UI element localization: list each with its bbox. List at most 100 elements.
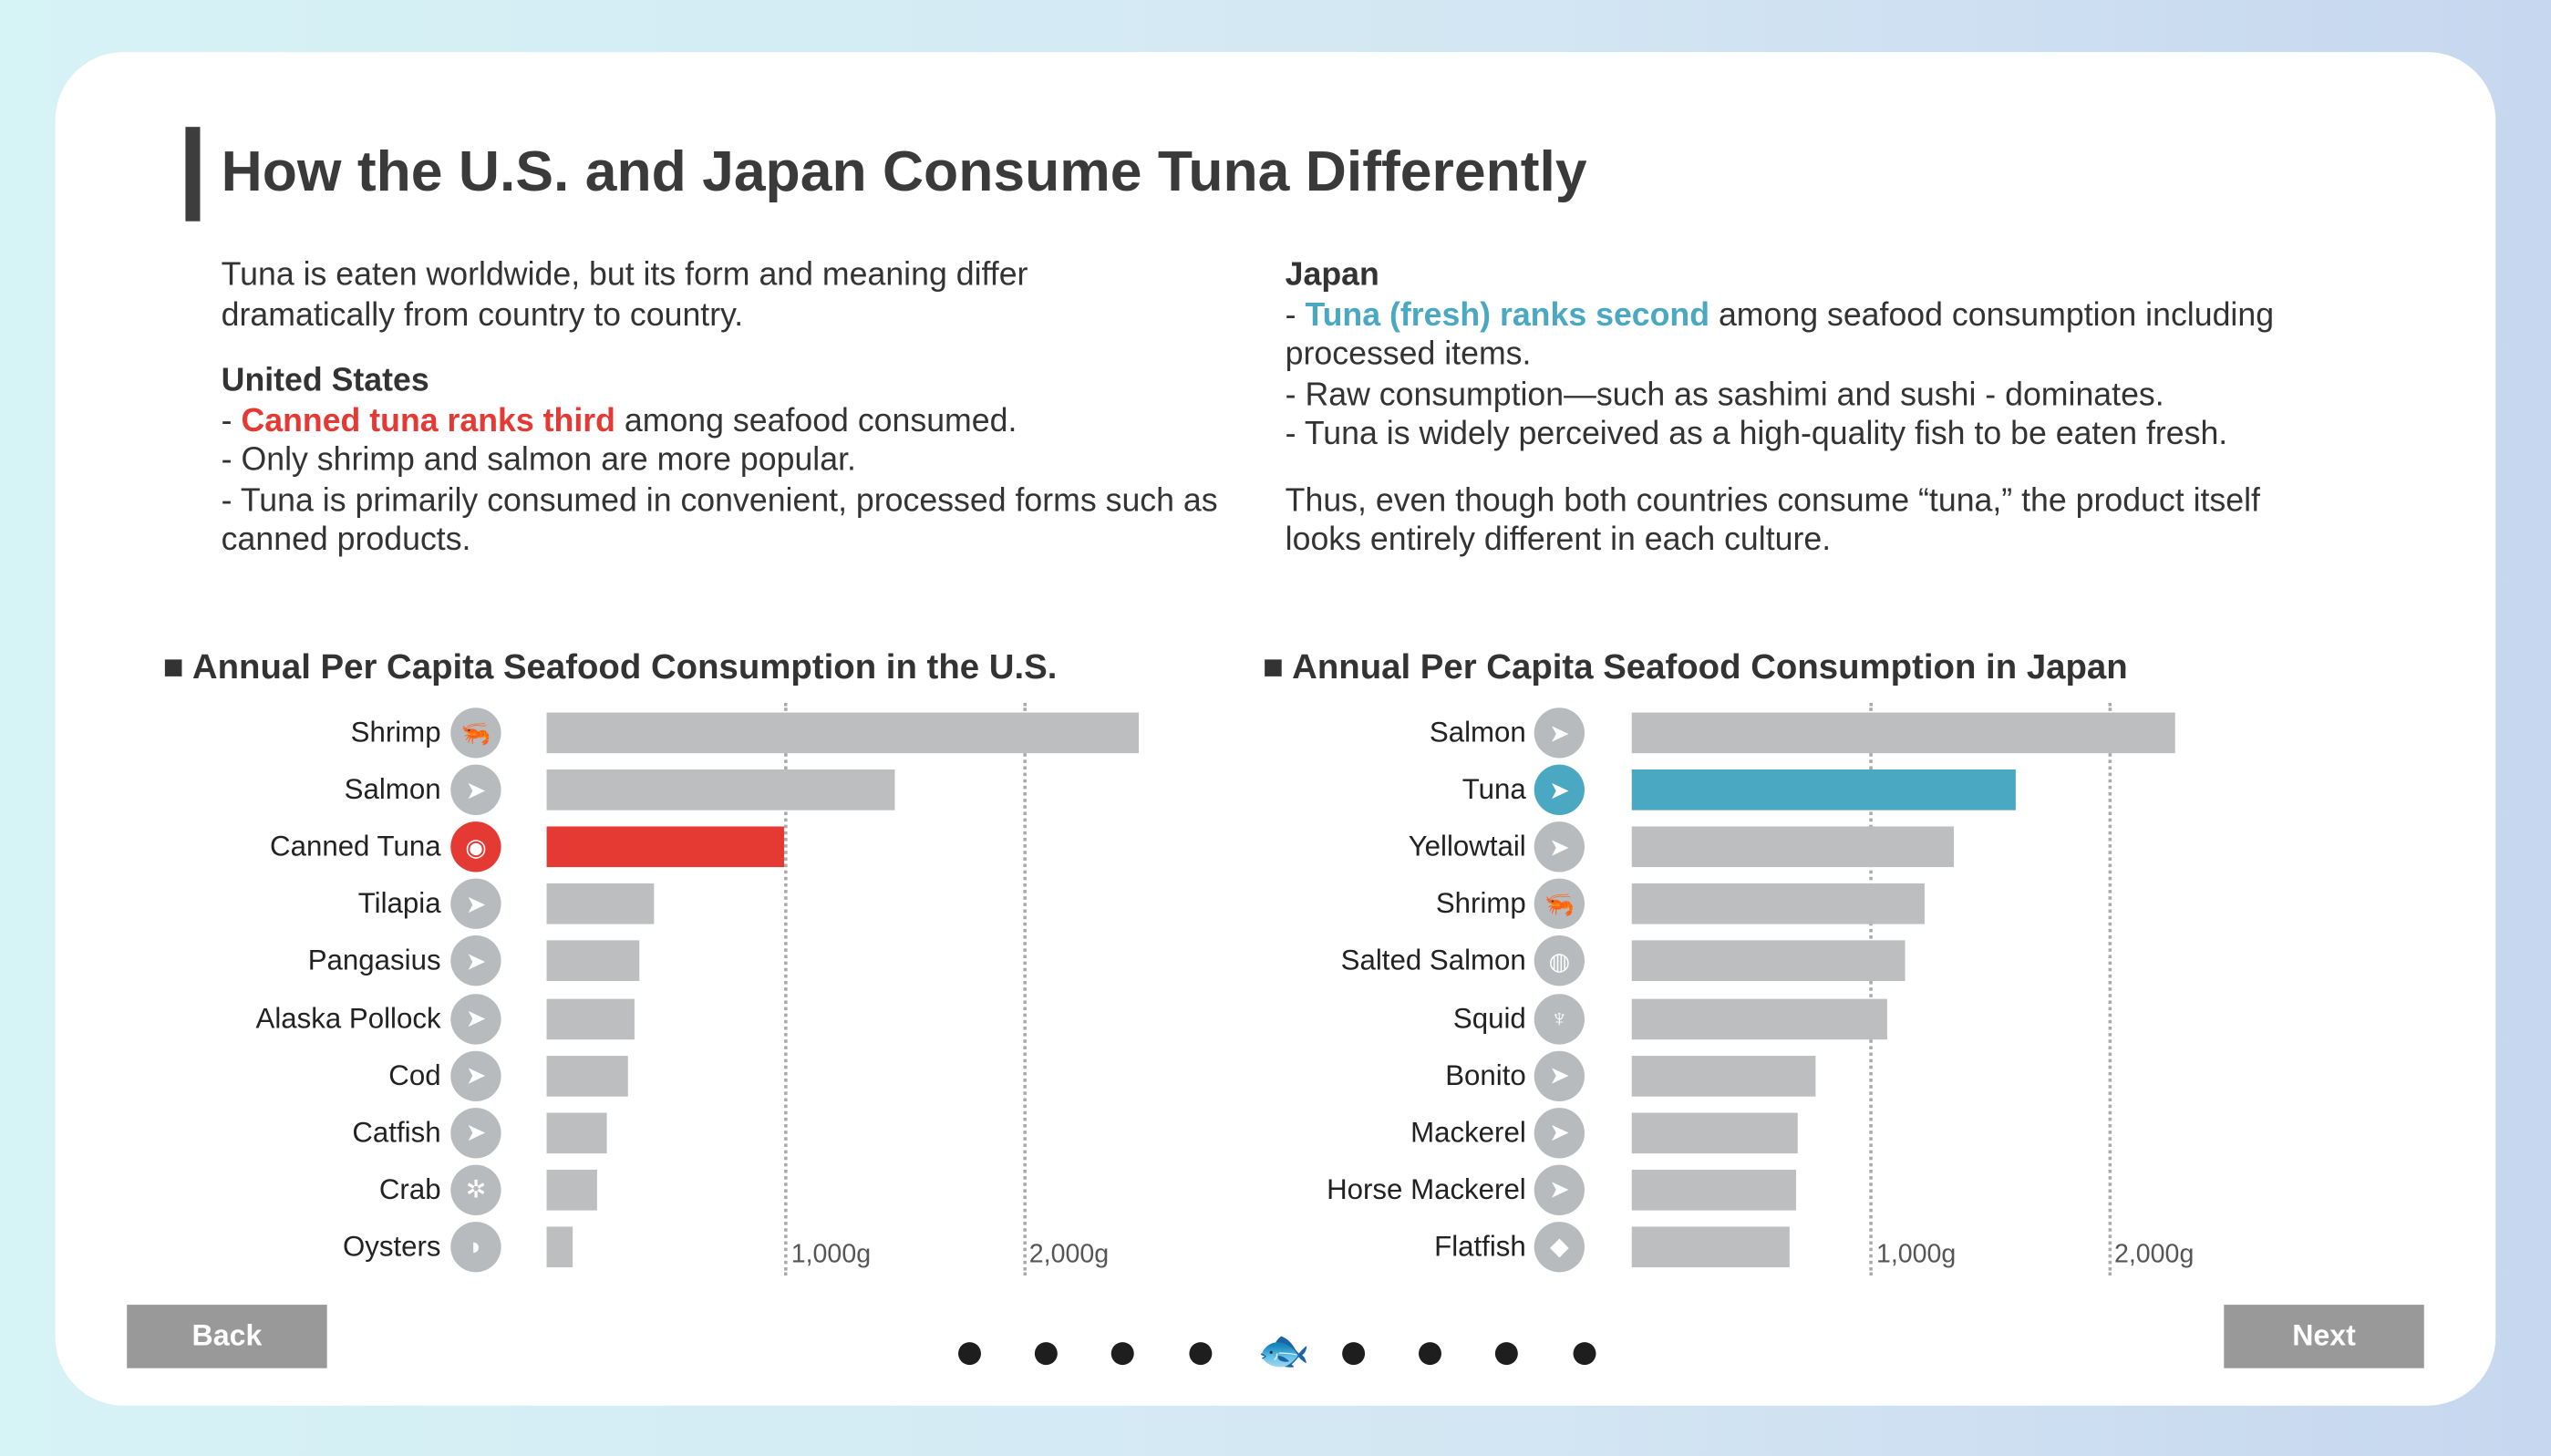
us-line-1: - Canned tuna ranks third among seafood … [221,402,1017,439]
bar-crab [546,1169,597,1211]
page-title: How the U.S. and Japan Consume Tuna Diff… [221,139,1587,204]
bar-oysters [546,1226,573,1267]
x-tick-label: 1,000g [1875,1241,1957,1269]
fish-icon: ➤ [450,879,501,930]
next-button[interactable]: Next [2224,1305,2424,1368]
japan-highlight: Tuna (fresh) ranks second [1305,296,1710,333]
fish-icon: ➤ [450,1049,501,1101]
x-tick-label: 1,000g [790,1241,872,1269]
fish-icon: ➤ [450,935,501,987]
us-line-2: - Only shrimp and salmon are more popula… [221,442,856,479]
bar-salmon [1631,712,2174,754]
category-label: Yellowtail [1408,830,1526,863]
x-tick-label: 2,000g [1028,1241,1110,1269]
category-label: Horse Mackerel [1327,1172,1526,1205]
page-dot[interactable] [1188,1342,1212,1366]
tuna-icon: ➤ [1534,764,1585,816]
japan-line-2: - Raw consumption—such as sashimi and su… [1285,377,2164,413]
category-label: Mackerel [1410,1115,1526,1149]
fish-icon: ➤ [1534,821,1585,873]
us-line-3: - Tuna is primarily consumed in convenie… [221,482,1218,559]
japan-chart-title-text: Annual Per Capita Seafood Consumption in… [1292,647,2128,687]
bar-horse-mackerel [1631,1169,1796,1211]
fish-icon: ➤ [1534,1107,1585,1158]
category-label: Oysters [342,1229,441,1263]
bar-bonito [1631,1055,1815,1096]
fish-icon: ➤ [450,764,501,816]
tuna-can-icon: ◉ [450,821,501,873]
category-label: Salted Salmon [1340,944,1526,977]
shrimp-icon: 🦐 [1534,879,1585,930]
page-dot[interactable] [1035,1342,1059,1366]
squid-icon: ♆ [1534,993,1585,1044]
crab-icon: ✲ [450,1164,501,1215]
us-chart-title: ■ Annual Per Capita Seafood Consumption … [162,647,1058,687]
bar-alaska-pollock [546,997,635,1039]
page-dot[interactable] [1419,1342,1442,1366]
page-dot[interactable] [1111,1342,1135,1366]
oyster-icon: ◗ [450,1221,501,1273]
fish-icon: ➤ [1534,707,1585,759]
bar-shrimp [546,712,1140,754]
japan-line-1: - Tuna (fresh) ranks second among seafoo… [1285,296,2275,373]
fish-icon: ➤ [450,993,501,1044]
gridline [2107,702,2112,1275]
gridline [1869,702,1874,1275]
category-label: Bonito [1445,1058,1526,1091]
fish-icon: ➤ [1534,1049,1585,1101]
x-tick-label: 2,000g [2113,1241,2195,1269]
bar-squid [1631,997,1887,1039]
us-line-1-rest: among seafood consumed. [615,402,1017,439]
japan-chart-title: ■ Annual Per Capita Seafood Consumption … [1262,647,2128,687]
gridline [784,702,789,1275]
bar-catfish [546,1111,606,1153]
page-dot[interactable] [1342,1342,1366,1366]
flatfish-icon: ◆ [1534,1221,1585,1273]
bar-pangasius [546,941,640,982]
bar-yellowtail [1631,826,1954,868]
category-label: Catfish [352,1115,441,1149]
bar-tilapia [546,883,655,925]
category-label: Crab [378,1172,441,1205]
japan-heading: Japan [1285,256,1379,294]
japan-text-block: Japan - Tuna (fresh) ranks second among … [1286,255,2343,561]
category-label: Squid [1452,1001,1526,1034]
bar-salmon [546,769,894,811]
category-label: Shrimp [350,716,441,749]
page-dot[interactable] [958,1342,981,1366]
category-label: Flatfish [1434,1229,1526,1263]
page-dot[interactable] [1495,1342,1519,1366]
fish-icon: ➤ [450,1107,501,1158]
us-highlight: Canned tuna ranks third [241,402,615,439]
japan-line-3: - Tuna is widely perceived as a high-qua… [1285,416,2228,453]
bar-mackerel [1631,1111,1799,1153]
us-text-block: Tuna is eaten worldwide, but its form an… [222,255,1246,561]
category-label: Canned Tuna [270,830,441,863]
category-label: Salmon [1429,716,1526,749]
bar-cod [546,1055,628,1096]
category-label: Tilapia [357,887,441,920]
bar-canned-tuna [546,826,785,868]
category-label: Shrimp [1435,887,1526,920]
back-button[interactable]: Back [127,1305,327,1368]
japan-line-1-rest: among seafood consumption including proc… [1285,296,2275,373]
bar-shrimp [1631,883,1925,925]
us-heading: United States [221,362,429,399]
shrimp-icon: 🦐 [450,707,501,759]
page-dot[interactable] [1572,1342,1596,1366]
category-label: Alaska Pollock [255,1001,441,1034]
category-label: Pangasius [307,944,441,977]
title-accent-bar [185,127,201,222]
category-label: Salmon [344,772,441,806]
salmon-steak-icon: ◍ [1534,935,1585,987]
bar-tuna [1631,769,2016,811]
gridline [1022,702,1027,1275]
bar-flatfish [1631,1226,1790,1267]
conclusion-text: Thus, even though both countries consume… [1285,482,2260,559]
category-label: Tuna [1461,772,1526,806]
category-label: Cod [388,1058,441,1091]
intro-text: Tuna is eaten worldwide, but its form an… [221,256,1028,333]
bar-salted-salmon [1631,941,1906,982]
us-chart-title-text: Annual Per Capita Seafood Consumption in… [191,647,1058,687]
current-page-fish-icon[interactable]: 🐟 [1256,1326,1310,1375]
